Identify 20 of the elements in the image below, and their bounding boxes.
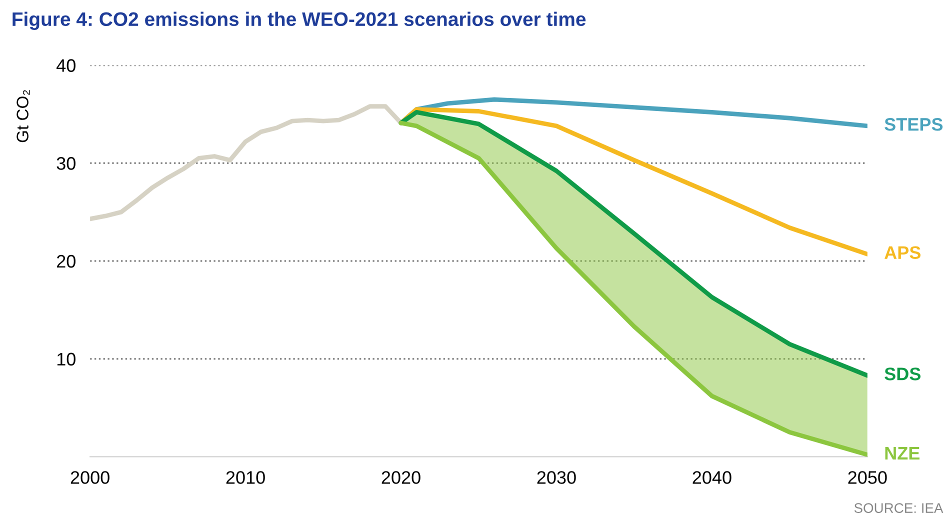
line-series xyxy=(398,107,868,256)
y-tick-label: 30 xyxy=(56,157,76,170)
y-tick-label: 10 xyxy=(57,352,76,366)
x-tick-label: 2040 xyxy=(692,471,732,484)
y-tick-label: 40 xyxy=(56,59,76,72)
x-tick-label: 2050 xyxy=(848,471,887,484)
line-series xyxy=(90,104,404,222)
source-note: SOURCE: IEA xyxy=(854,503,944,513)
series-label: STEPS xyxy=(884,118,943,131)
series-label: APS xyxy=(884,246,921,259)
x-tick-label: 2010 xyxy=(226,471,265,484)
chart-title: Figure 4: CO2 emissions in the WEO-2021 scenarios over time xyxy=(12,12,586,30)
y-axis-title: Gt CO₂ xyxy=(16,90,30,142)
x-tick-label: 2000 xyxy=(70,471,110,484)
series-label: SDS xyxy=(884,368,921,380)
line-series xyxy=(398,110,868,378)
x-tick-label: 2030 xyxy=(537,471,576,484)
y-tick-label: 20 xyxy=(57,254,76,268)
series-label: NZE xyxy=(885,447,920,460)
x-tick-label: 2020 xyxy=(382,471,420,484)
